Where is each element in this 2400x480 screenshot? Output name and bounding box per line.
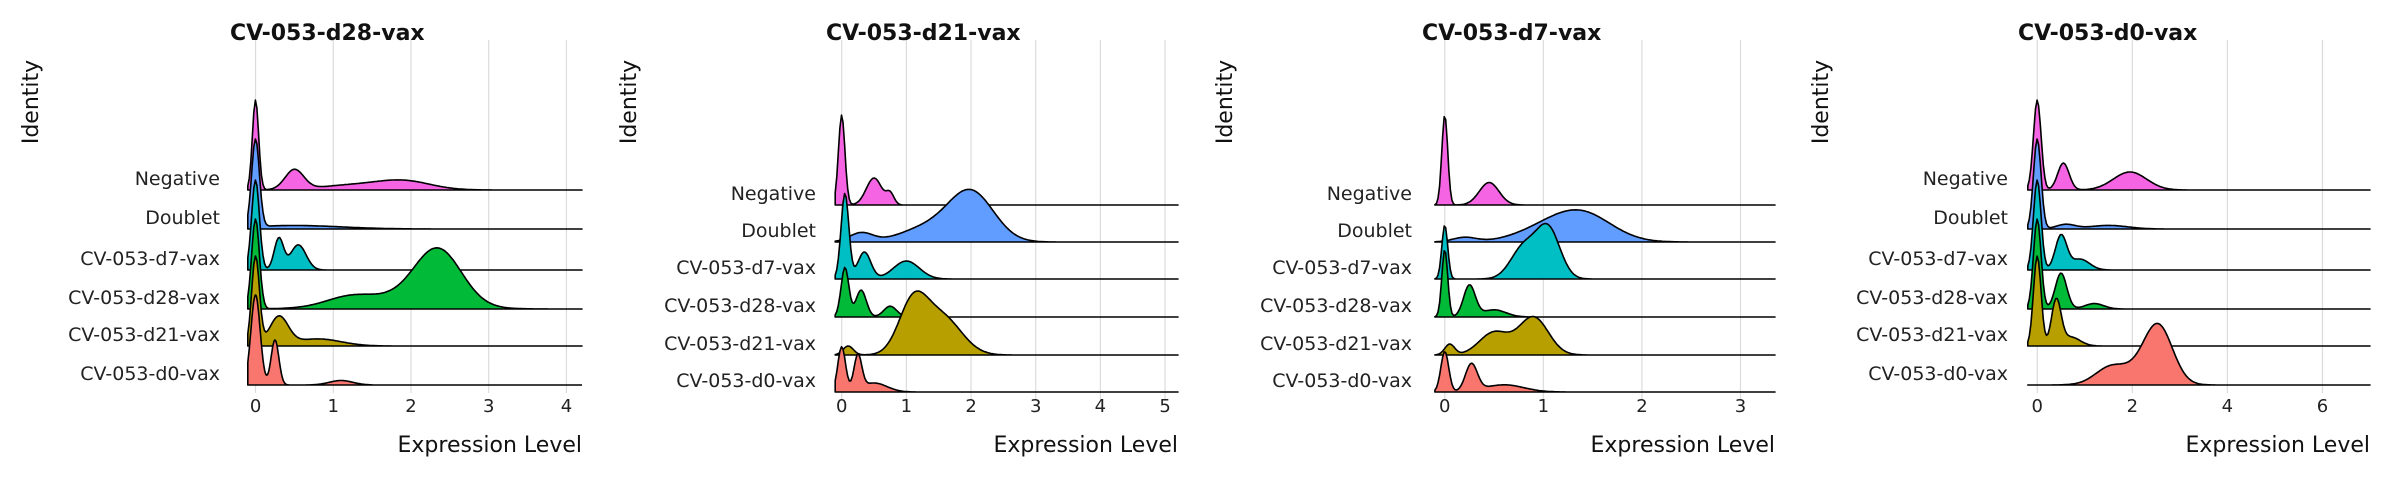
ridge-cv-053-d7-vax — [1434, 222, 1776, 280]
x-tick-label: 2 — [1636, 396, 1647, 417]
ridge-cv-053-d28-vax — [2027, 218, 2371, 310]
panel-title: CV-053-d28-vax — [230, 21, 425, 46]
ridge-doublet — [247, 138, 583, 230]
x-axis-label: Expression Level — [398, 433, 583, 458]
ridge-negative — [834, 114, 1179, 206]
x-tick-label: 4 — [1095, 396, 1106, 417]
ridge-doublet — [2027, 138, 2371, 230]
category-label-doublet: Doublet — [741, 220, 816, 242]
ridge-panel-d0-vax: CV-053-d0-vax Identity CV-053-d0-vax CV-053… — [1809, 21, 2371, 458]
x-tick-label: 1 — [328, 396, 339, 417]
y-axis-label: Identity — [1809, 60, 1834, 144]
ridge-panel-d28-vax: CV-053-d28-vax Identity CV-053-d0-vax CV-05… — [19, 21, 583, 458]
category-label-negative: Negative — [1327, 183, 1412, 205]
x-axis-label: Expression Level — [1591, 433, 1776, 458]
ridge-cv-053-d28-vax — [247, 218, 583, 310]
x-tick-label: 0 — [1439, 396, 1450, 417]
ridge-panel-d7-vax: CV-053-d7-vax Identity CV-053-d0-vax CV-053… — [1213, 21, 1776, 458]
ridge-negative — [247, 99, 583, 191]
ridge-doublet — [834, 188, 1179, 243]
ridge-cv-053-d0-vax — [834, 345, 1179, 393]
ridge-cv-053-d0-vax — [247, 294, 373, 386]
panel-title: CV-053-d7-vax — [1422, 21, 1601, 46]
category-label-cv-053-d21-vax: CV-053-d21-vax — [664, 333, 816, 355]
x-tick-label: 1 — [901, 396, 912, 417]
x-tick-label: 2 — [405, 396, 416, 417]
x-tick-label: 4 — [2222, 396, 2233, 417]
category-label-cv-053-d7-vax: CV-053-d7-vax — [80, 248, 220, 270]
ridge-panel-d21-vax: CV-053-d21-vax Identity CV-053-d0-vax CV-05… — [617, 21, 1179, 458]
x-tick-label: 0 — [836, 396, 847, 417]
x-tick-label: 2 — [2127, 396, 2138, 417]
x-tick-label: 0 — [250, 396, 261, 417]
category-label-doublet: Doublet — [1337, 220, 1412, 242]
category-label-cv-053-d21-vax: CV-053-d21-vax — [1856, 324, 2008, 346]
ridge-cv-053-d7-vax — [834, 192, 1179, 280]
category-label-cv-053-d0-vax: CV-053-d0-vax — [80, 363, 220, 385]
category-label-negative: Negative — [1923, 168, 2008, 190]
x-tick-label: 3 — [1030, 396, 1041, 417]
ridge-cv-053-d21-vax — [2027, 255, 2371, 347]
category-label-cv-053-d0-vax: CV-053-d0-vax — [1272, 370, 1412, 392]
x-tick-label: 0 — [2032, 396, 2043, 417]
ridge-cv-053-d21-vax — [834, 290, 1179, 356]
category-label-doublet: Doublet — [1933, 207, 2008, 229]
x-axis-label: Expression Level — [2186, 433, 2371, 458]
y-axis-label: Identity — [1213, 60, 1238, 144]
y-axis-label: Identity — [19, 60, 44, 144]
category-label-cv-053-d7-vax: CV-053-d7-vax — [1272, 257, 1412, 279]
ridge-cv-053-d21-vax — [1434, 315, 1776, 356]
category-label-cv-053-d0-vax: CV-053-d0-vax — [676, 370, 816, 392]
category-label-cv-053-d28-vax: CV-053-d28-vax — [664, 295, 816, 317]
x-tick-label: 6 — [2317, 396, 2328, 417]
ridge-cv-053-d28-vax — [1434, 250, 1776, 318]
category-label-cv-053-d7-vax: CV-053-d7-vax — [1868, 248, 2008, 270]
ridge-negative — [1434, 115, 1776, 206]
category-label-cv-053-d0-vax: CV-053-d0-vax — [1868, 363, 2008, 385]
ridge-cv-053-d21-vax — [247, 255, 583, 347]
y-axis-label: Identity — [617, 60, 642, 144]
category-label-cv-053-d21-vax: CV-053-d21-vax — [1260, 333, 1412, 355]
ridge-negative — [2027, 99, 2371, 191]
category-label-cv-053-d28-vax: CV-053-d28-vax — [1260, 295, 1412, 317]
category-label-negative: Negative — [731, 183, 816, 205]
panel-title: CV-053-d0-vax — [2018, 21, 2197, 46]
x-tick-label: 2 — [965, 396, 976, 417]
ridge-cv-053-d0-vax — [1434, 351, 1776, 393]
panel-title: CV-053-d21-vax — [826, 21, 1021, 46]
ridge-cv-053-d0-vax — [2027, 322, 2371, 386]
x-axis-label: Expression Level — [994, 433, 1179, 458]
ridge-cv-053-d28-vax — [834, 266, 1179, 318]
x-tick-label: 3 — [1735, 396, 1746, 417]
category-label-cv-053-d7-vax: CV-053-d7-vax — [676, 257, 816, 279]
category-label-cv-053-d28-vax: CV-053-d28-vax — [1856, 287, 2008, 309]
category-label-doublet: Doublet — [145, 207, 220, 229]
category-label-cv-053-d21-vax: CV-053-d21-vax — [68, 324, 220, 346]
x-tick-label: 1 — [1538, 396, 1549, 417]
ridge-cv-053-d7-vax — [2027, 179, 2371, 271]
category-label-negative: Negative — [135, 168, 220, 190]
x-tick-label: 3 — [483, 396, 494, 417]
x-tick-label: 5 — [1159, 396, 1170, 417]
x-tick-label: 4 — [561, 396, 572, 417]
category-label-cv-053-d28-vax: CV-053-d28-vax — [68, 287, 220, 309]
ridge-doublet — [1434, 209, 1776, 243]
